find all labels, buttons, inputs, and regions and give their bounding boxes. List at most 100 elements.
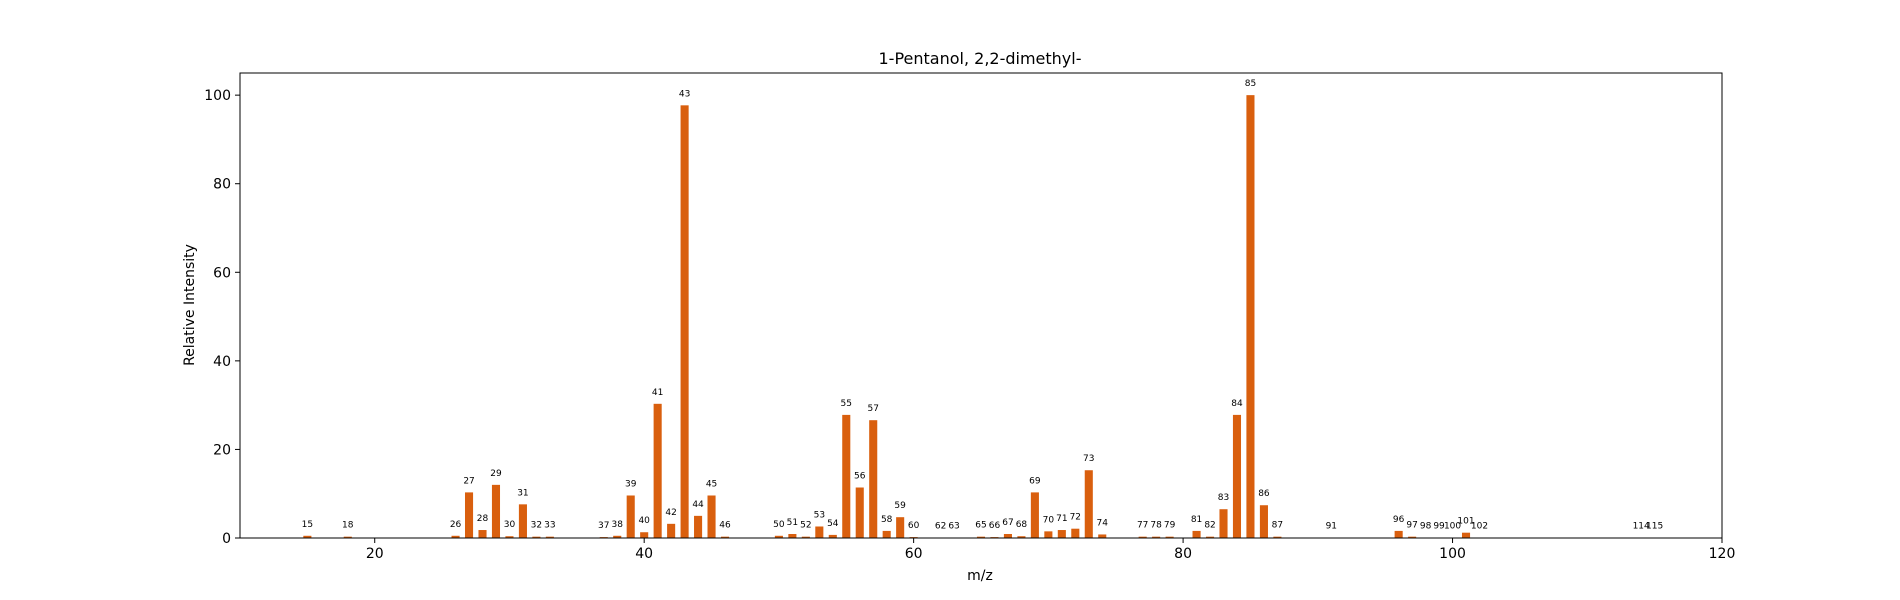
bar-mz-97 — [1408, 536, 1417, 538]
bar-labels-group: 15 18 26 27 28 29 30 31 32 33 37 38 39 40 41 42 43 44 45 46… — [302, 79, 1664, 531]
bar-label-mz-44: 44 — [692, 500, 704, 510]
bar-label-mz-85: 85 — [1245, 79, 1256, 89]
bar-label-mz-32: 32 — [531, 521, 542, 531]
bar-label-mz-58: 58 — [881, 515, 893, 525]
bar-label-mz-31: 31 — [517, 488, 528, 498]
bar-label-mz-69: 69 — [1029, 476, 1041, 486]
bar-mz-65 — [976, 536, 986, 538]
bar-label-mz-45: 45 — [706, 479, 717, 489]
bar-mz-86 — [1259, 505, 1268, 538]
bar-mz-31 — [518, 504, 527, 538]
bar-label-mz-41: 41 — [652, 388, 663, 398]
bar-label-mz-28: 28 — [477, 514, 489, 524]
bar-label-mz-30: 30 — [504, 520, 516, 530]
bar-label-mz-39: 39 — [625, 479, 637, 489]
bar-label-mz-26: 26 — [450, 520, 462, 530]
bar-mz-101 — [1461, 532, 1471, 538]
bar-mz-51 — [788, 534, 797, 538]
bar-label-mz-99: 99 — [1433, 522, 1445, 532]
bar-mz-84 — [1232, 414, 1242, 538]
bar-mz-85 — [1246, 95, 1255, 538]
bar-label-mz-115: 115 — [1646, 522, 1663, 532]
bar-mz-50 — [774, 535, 783, 538]
bar-label-mz-100: 100 — [1444, 522, 1461, 532]
y-axis: 0 20 40 60 80 100 — [204, 88, 240, 547]
bar-label-mz-27: 27 — [463, 476, 474, 486]
plot-frame — [239, 72, 1723, 539]
bar-mz-68 — [1017, 536, 1026, 538]
bar-mz-96 — [1394, 530, 1403, 538]
bar-label-mz-15: 15 — [302, 520, 313, 530]
bar-label-mz-18: 18 — [342, 521, 354, 531]
x-axis-label: m/z — [967, 568, 993, 584]
bar-mz-69 — [1030, 492, 1039, 538]
bar-mz-74 — [1098, 534, 1107, 538]
y-tick-label-80: 80 — [213, 177, 231, 193]
bar-label-mz-91: 91 — [1326, 522, 1337, 532]
bar-mz-59 — [896, 517, 905, 538]
bar-label-mz-46: 46 — [719, 521, 731, 531]
bar-mz-38 — [613, 535, 622, 538]
bar-label-mz-40: 40 — [638, 516, 650, 526]
bar-label-mz-101: 101 — [1457, 517, 1474, 527]
bar-mz-42 — [667, 523, 676, 538]
bar-label-mz-42: 42 — [665, 508, 676, 518]
bar-mz-44 — [694, 515, 703, 538]
bar-mz-72 — [1071, 528, 1080, 538]
bar-label-mz-73: 73 — [1083, 454, 1094, 464]
bar-label-mz-97: 97 — [1406, 521, 1417, 531]
bar-mz-79 — [1165, 536, 1174, 538]
bar-mz-71 — [1057, 530, 1066, 538]
bar-mz-87 — [1273, 536, 1282, 538]
bar-mz-78 — [1152, 536, 1161, 538]
bar-mz-29 — [491, 484, 501, 538]
bar-mz-55 — [842, 414, 851, 538]
y-tick-label-0: 0 — [222, 531, 231, 547]
bar-label-mz-71: 71 — [1056, 514, 1067, 524]
bar-label-mz-66: 66 — [989, 521, 1001, 531]
bar-label-mz-72: 72 — [1070, 513, 1081, 523]
bar-label-mz-56: 56 — [854, 472, 866, 482]
bar-label-mz-82: 82 — [1204, 521, 1215, 531]
bar-label-mz-70: 70 — [1043, 515, 1055, 525]
bar-mz-77 — [1138, 536, 1147, 538]
bar-label-mz-86: 86 — [1258, 489, 1270, 499]
bar-label-mz-57: 57 — [867, 404, 878, 414]
bar-mz-81 — [1192, 530, 1201, 538]
bar-mz-41 — [653, 403, 662, 538]
bar-mz-67 — [1003, 534, 1012, 538]
bar-mz-26 — [451, 535, 460, 538]
x-tick-label-40: 40 — [635, 546, 653, 562]
bar-label-mz-68: 68 — [1016, 520, 1028, 530]
bar-mz-30 — [505, 536, 514, 538]
chart-title: 1-Pentanol, 2,2-dimethyl- — [879, 49, 1082, 68]
bar-label-mz-62: 62 — [935, 522, 946, 532]
bar-label-mz-81: 81 — [1191, 515, 1202, 525]
bar-label-mz-33: 33 — [544, 521, 555, 531]
y-tick-label-40: 40 — [213, 354, 231, 370]
bar-label-mz-65: 65 — [975, 521, 986, 531]
bar-label-mz-74: 74 — [1097, 518, 1109, 528]
bar-label-mz-96: 96 — [1393, 515, 1405, 525]
bar-label-mz-52: 52 — [800, 521, 811, 531]
bars-group — [303, 95, 1659, 538]
bar-label-mz-67: 67 — [1002, 518, 1013, 528]
bar-label-mz-55: 55 — [841, 399, 852, 409]
y-tick-label-20: 20 — [213, 442, 231, 458]
x-tick-label-100: 100 — [1439, 546, 1466, 562]
bar-label-mz-102: 102 — [1471, 522, 1488, 532]
bar-mz-43 — [680, 105, 689, 538]
bar-label-mz-38: 38 — [612, 520, 624, 530]
bar-mz-54 — [828, 534, 837, 538]
bar-label-mz-60: 60 — [908, 521, 920, 531]
bar-mz-82 — [1205, 536, 1215, 538]
bar-label-mz-83: 83 — [1218, 493, 1229, 503]
x-tick-label-20: 20 — [366, 546, 384, 562]
bar-mz-53 — [815, 526, 824, 538]
bar-label-mz-50: 50 — [773, 520, 785, 530]
bar-mz-28 — [478, 530, 487, 538]
y-tick-label-60: 60 — [213, 265, 231, 281]
bar-label-mz-43: 43 — [679, 89, 690, 99]
